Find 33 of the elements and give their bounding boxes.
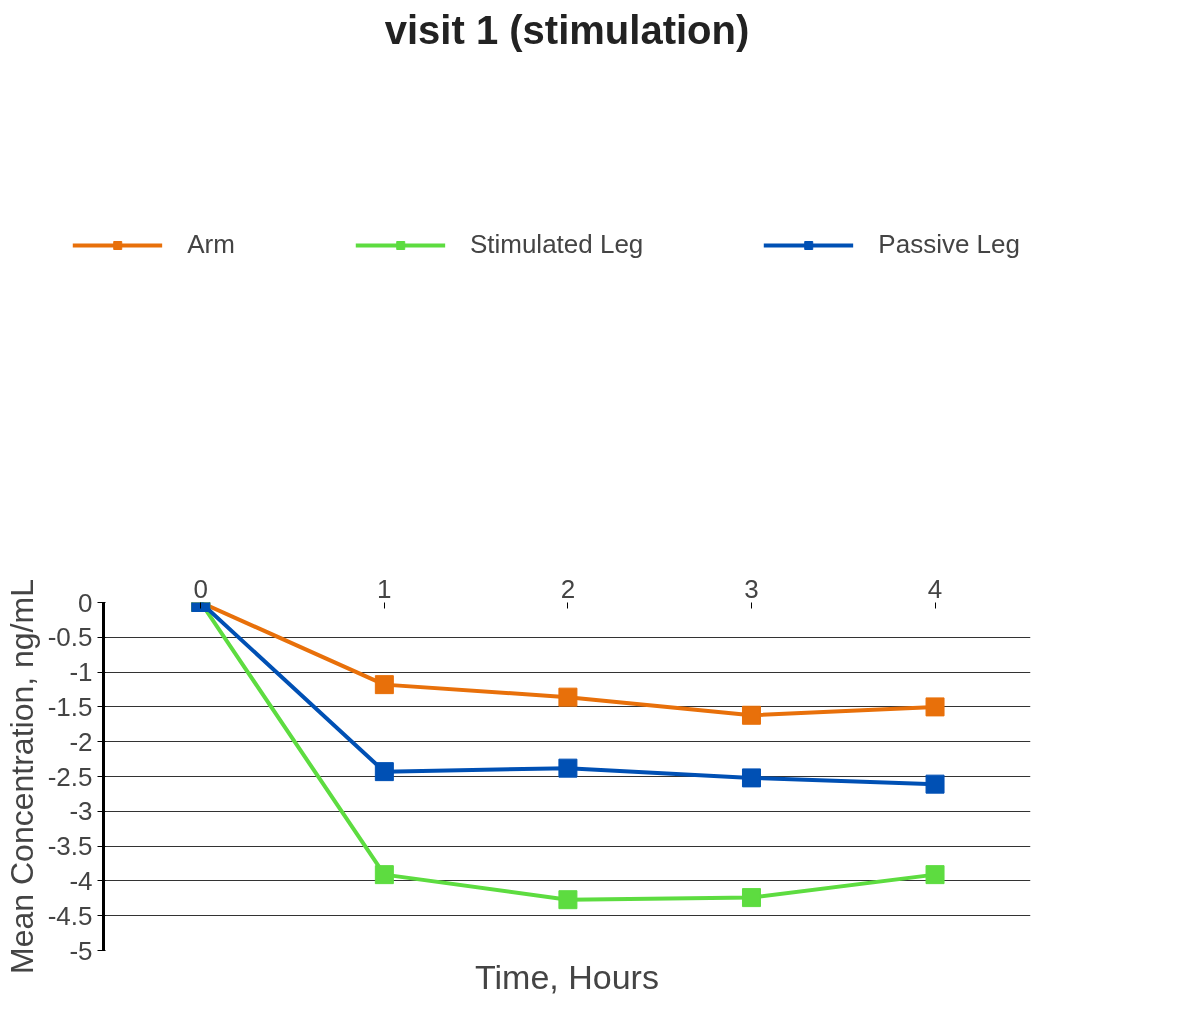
point [374,865,394,885]
x-tick-label: 1 [377,573,392,604]
y-tick-label: -3.5 [47,831,93,862]
x-axis-title: Time, Hours [475,957,659,996]
point [558,687,578,707]
legend-label: Stimulated Leg [469,229,644,260]
y-tick-label: -2.5 [47,761,93,792]
y-tick-label: -0.5 [47,622,93,653]
y-tick-label: -1 [69,657,93,688]
point [925,697,945,717]
y-tick-label: -1.5 [47,691,93,722]
point [741,768,761,788]
y-tick-label: -4.5 [47,900,93,931]
x-tick-label: 2 [560,573,576,604]
y-tick-label: -5 [69,935,93,966]
y-tick-label: -4 [69,865,93,896]
chart-title: visit 1 (stimulation) [384,7,750,52]
x-tick-label: 4 [927,573,943,604]
y-tick-label: -2 [69,726,93,757]
point [558,890,578,910]
y-axis-title: Mean Concentration, ng/mL [3,579,40,974]
x-tick-label: 3 [744,573,759,604]
point [741,705,761,725]
point [374,762,394,782]
point [741,888,761,908]
point [558,758,578,778]
legend-label: Passive Leg [878,229,1020,260]
x-tick-label: 0 [193,573,209,604]
point [925,865,945,885]
point [925,774,945,794]
legend-label: Arm [187,229,235,260]
point [374,675,394,695]
y-tick-label: -3 [69,796,93,827]
